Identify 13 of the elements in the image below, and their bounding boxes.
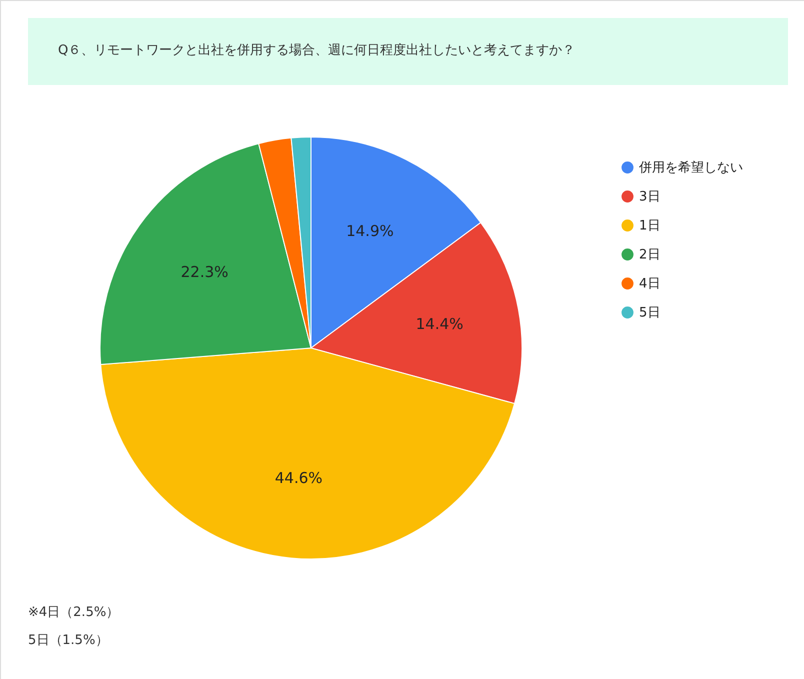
legend-label: 4日	[639, 276, 660, 292]
legend-label: 1日	[639, 218, 660, 234]
data-label: 44.6%	[274, 469, 323, 488]
data-label: 14.4%	[416, 314, 464, 333]
chart-title: Q６、リモートワークと出社を併用する場合、週に何日程度出社したいと考えてますか？	[58, 42, 576, 58]
data-label: 14.9%	[346, 222, 394, 240]
text: ※4日（2.5%）	[28, 605, 120, 620]
data-label: 22.3%	[180, 262, 228, 281]
legend-label: 併用を希望しない	[638, 160, 743, 176]
legend-label: 3日	[639, 190, 660, 204]
legend-label: 5日	[639, 306, 660, 320]
legend-label: 2日	[639, 248, 660, 262]
text: 5日（1.5%）	[28, 633, 108, 648]
